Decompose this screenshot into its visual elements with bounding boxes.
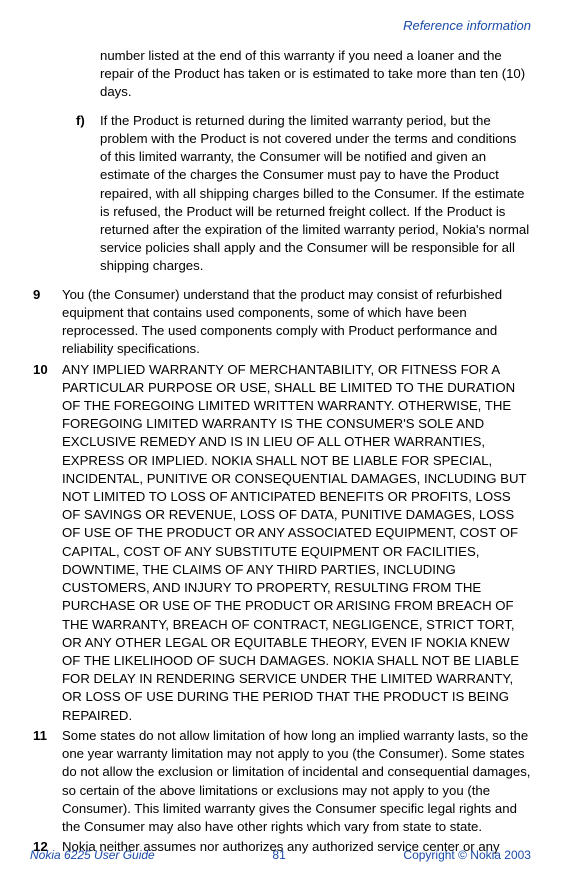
list-marker-9: 9 [30,286,62,359]
document-body: number listed at the end of this warrant… [30,47,531,856]
list-item-9: 9 You (the Consumer) understand that the… [30,286,531,359]
list-marker-f: f) [76,112,100,276]
list-marker-11: 11 [30,727,62,836]
list-item-f: f) If the Product is returned during the… [76,112,531,276]
item-e-continuation: number listed at the end of this warrant… [100,47,531,102]
footer-guide-title: Nokia 6225 User Guide [30,848,155,862]
list-item-11: 11 Some states do not allow limitation o… [30,727,531,836]
list-body-f: If the Product is returned during the li… [100,112,531,276]
list-item-10: 10 ANY IMPLIED WARRANTY OF MERCHANTABILI… [30,361,531,725]
list-body-10: ANY IMPLIED WARRANTY OF MERCHANTABILITY,… [62,361,531,725]
footer-copyright: Copyright © Nokia 2003 [403,848,531,862]
footer-page-number: 81 [272,848,285,862]
list-marker-10: 10 [30,361,62,725]
list-body-11: Some states do not allow limitation of h… [62,727,531,836]
header-section-title: Reference information [30,18,531,33]
page-footer: Nokia 6225 User Guide 81 Copyright © Nok… [30,848,531,862]
list-body-9: You (the Consumer) understand that the p… [62,286,531,359]
